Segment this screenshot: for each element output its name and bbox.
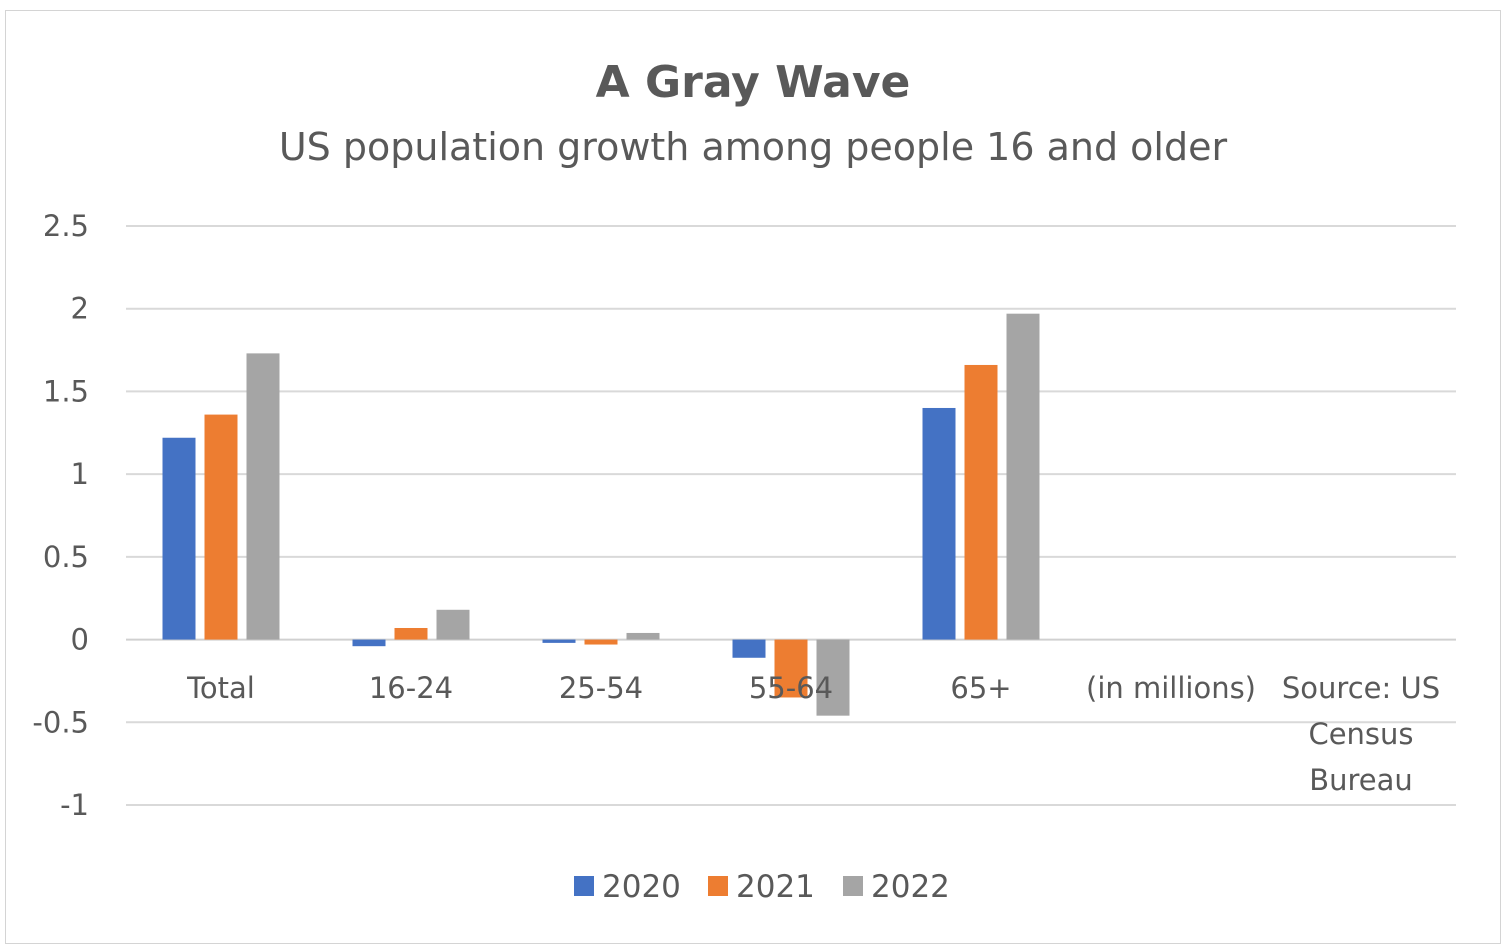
bar-2022-65+ xyxy=(1006,313,1040,640)
category-label: 55-64 xyxy=(749,671,833,705)
bar-2021-55-64 xyxy=(774,639,808,698)
y-axis: 2.5 2 1.5 1 0.5 0 -0.5 -1 xyxy=(32,209,89,822)
chart-title: A Gray Wave xyxy=(596,57,911,108)
category-label: 16-24 xyxy=(369,671,453,705)
category-label: 25-54 xyxy=(559,671,643,705)
y-tick-label: 0 xyxy=(71,623,89,657)
y-tick-label: 2.5 xyxy=(43,209,89,243)
legend: 2020 2021 2022 xyxy=(574,869,950,905)
category-label: (in millions) xyxy=(1086,671,1256,705)
bar-2022-25-54 xyxy=(626,632,660,640)
y-tick-label: 1 xyxy=(71,457,89,491)
bar-2022-Total xyxy=(246,353,280,640)
y-tick-label: -0.5 xyxy=(32,705,89,739)
bar-2020-Total xyxy=(162,437,196,640)
chart-subtitle: US population growth among people 16 and… xyxy=(279,125,1228,169)
bar-2021-Total xyxy=(204,414,238,640)
bars xyxy=(162,313,1040,716)
y-tick-label: 0.5 xyxy=(43,540,89,574)
category-label: Total xyxy=(186,671,255,705)
bar-2020-65+ xyxy=(922,407,956,640)
bar-2021-25-54 xyxy=(584,639,618,645)
category-label: Census xyxy=(1308,717,1413,751)
bar-2022-16-24 xyxy=(436,609,470,640)
legend-swatch-2020 xyxy=(574,876,594,896)
gridlines xyxy=(126,225,1456,806)
legend-swatch-2021 xyxy=(708,876,728,896)
legend-label-2020: 2020 xyxy=(602,869,681,905)
legend-swatch-2022 xyxy=(843,876,863,896)
category-label: Bureau xyxy=(1309,763,1413,797)
bar-2021-65+ xyxy=(964,364,998,640)
y-tick-label: 2 xyxy=(71,292,89,326)
legend-label-2022: 2022 xyxy=(871,869,950,905)
y-tick-label: 1.5 xyxy=(43,374,89,408)
x-axis: Total 16-24 25-54 55-64 65+ (in millions) Sour… xyxy=(186,671,1440,797)
bar-2020-25-54 xyxy=(542,639,576,643)
bar-2021-16-24 xyxy=(394,627,428,640)
bar-2020-55-64 xyxy=(732,639,766,658)
category-label: 65+ xyxy=(950,671,1011,705)
y-tick-label: -1 xyxy=(60,788,89,822)
bar-2022-55-64 xyxy=(816,639,850,716)
bar-2020-16-24 xyxy=(352,639,386,647)
category-label: Source: US xyxy=(1282,671,1440,705)
legend-label-2021: 2021 xyxy=(736,869,815,905)
